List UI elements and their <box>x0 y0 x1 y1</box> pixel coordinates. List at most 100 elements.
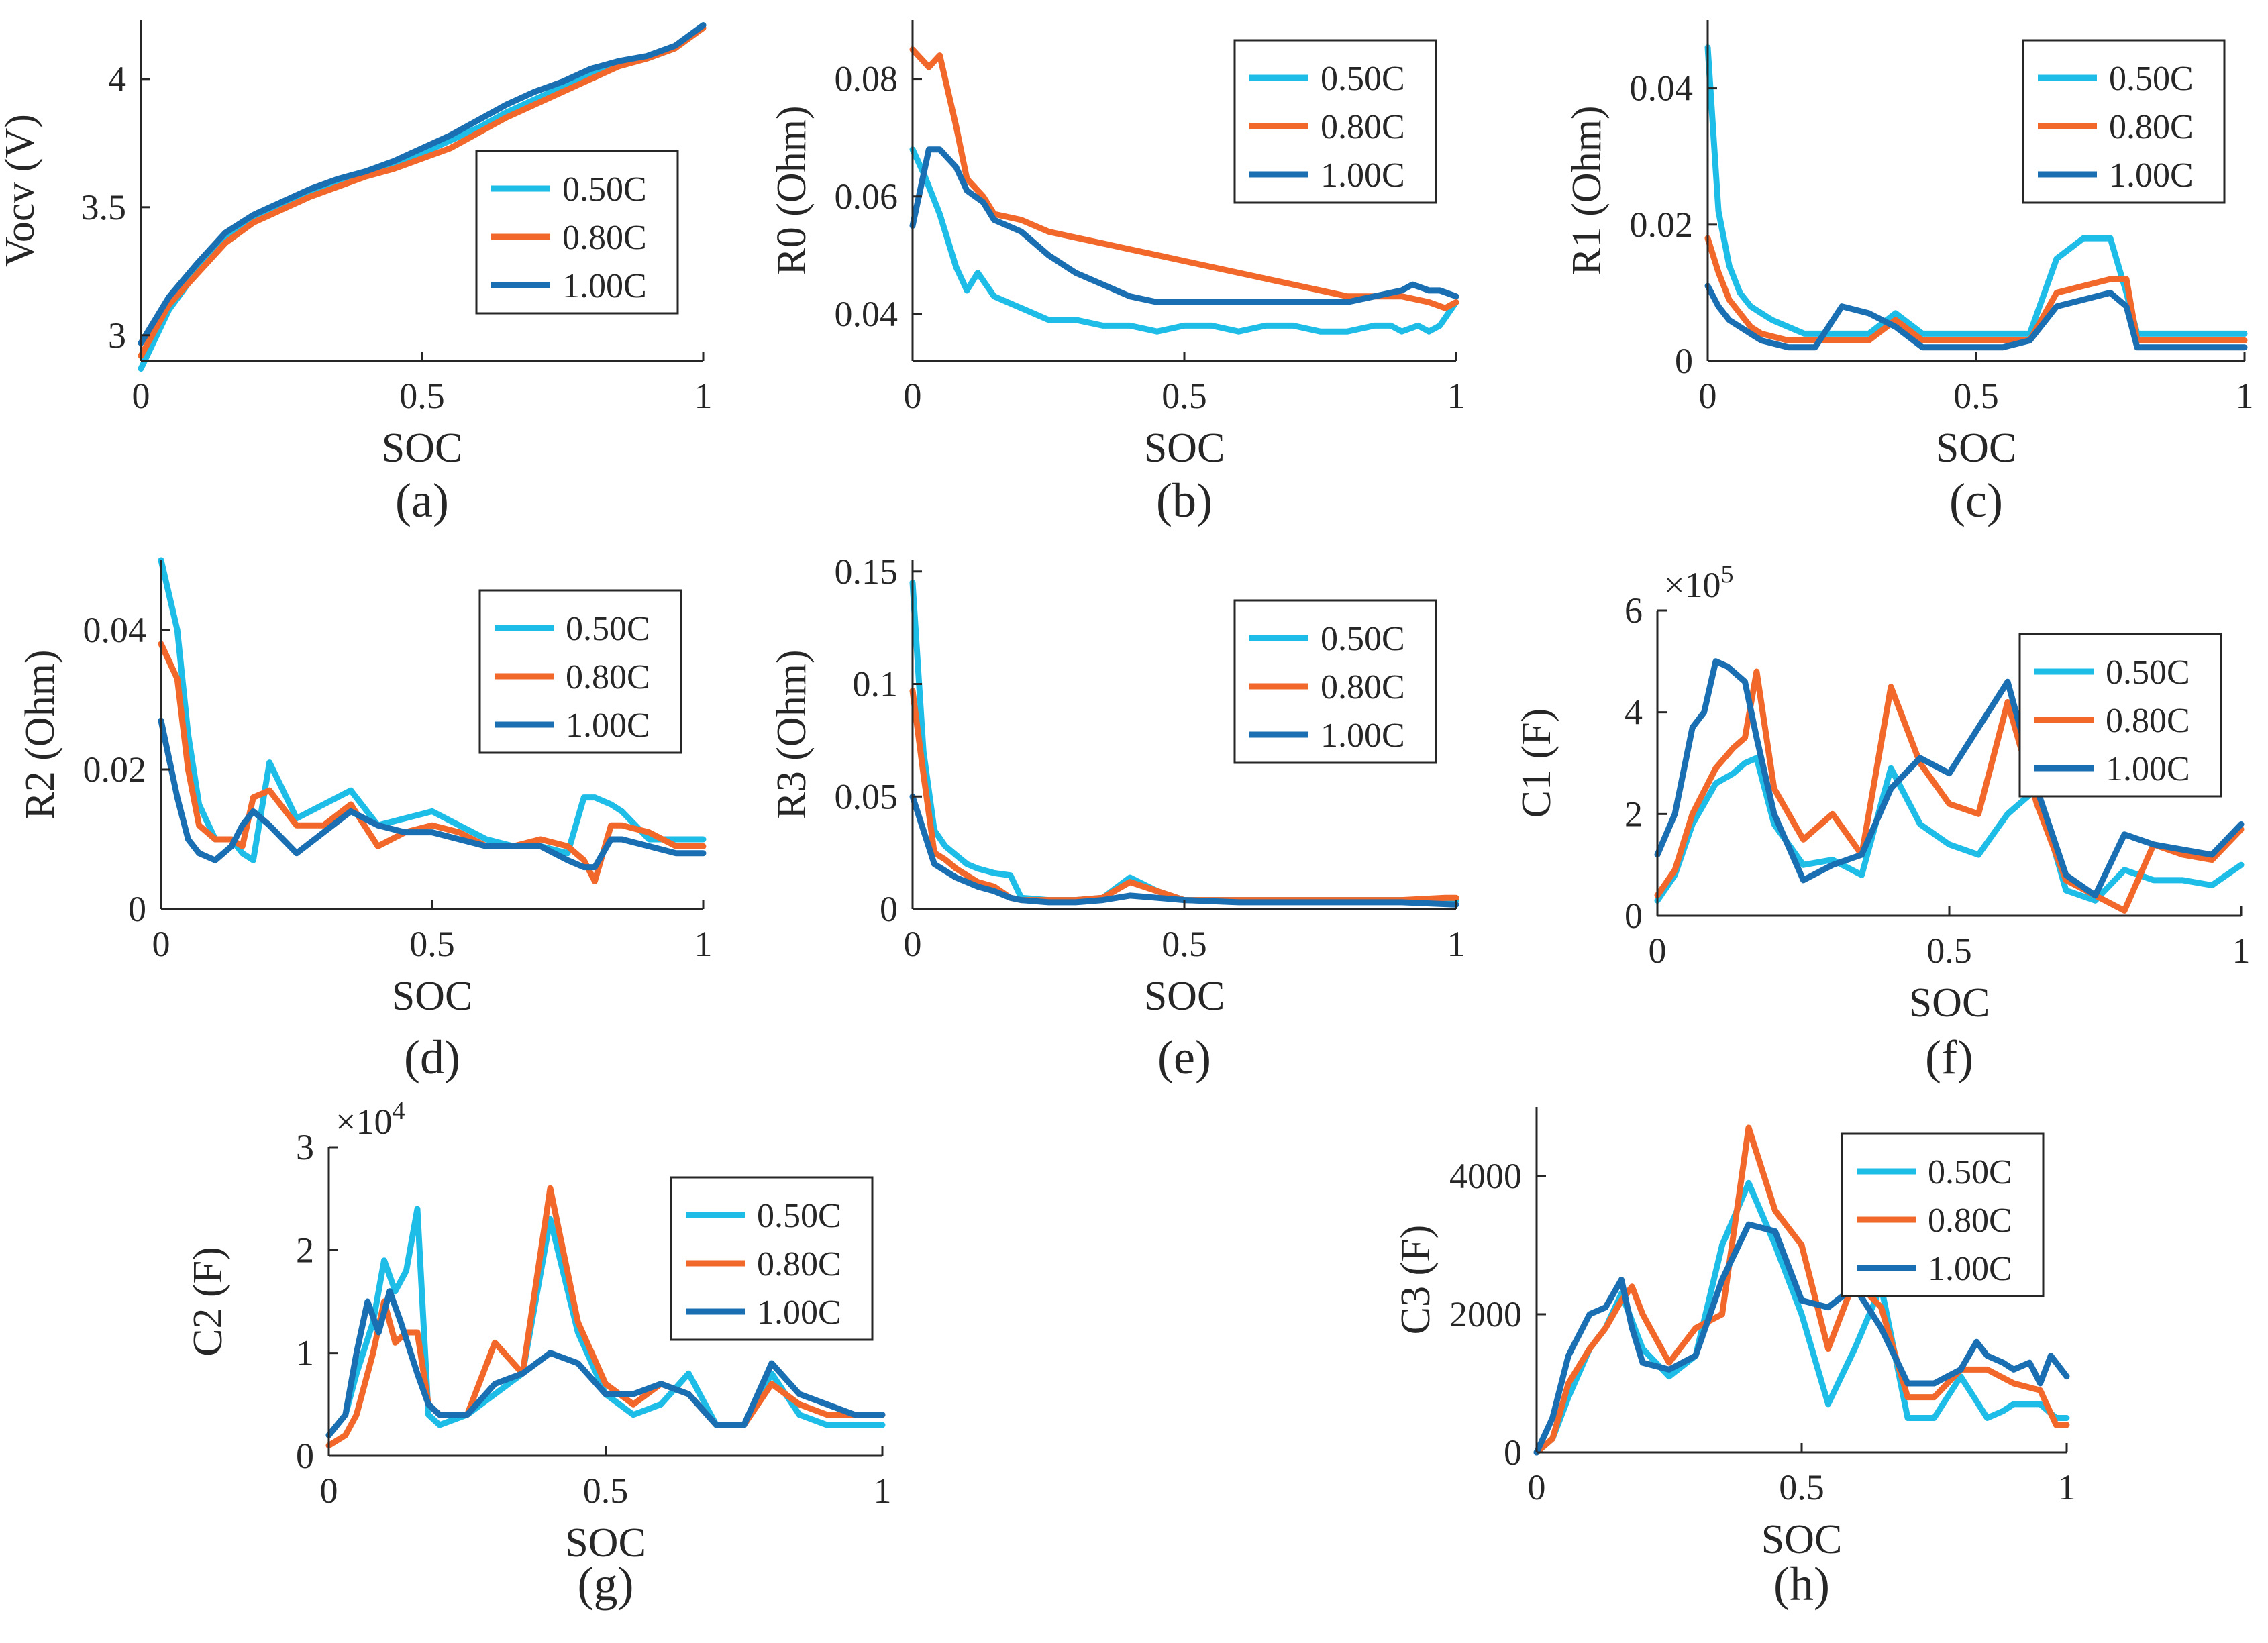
legend-label: 0.80C <box>562 219 647 257</box>
y-tick-label: 0 <box>296 1436 314 1476</box>
y-axis-label: C3 (F) <box>1393 1225 1439 1335</box>
x-tick-label: 0 <box>904 924 922 964</box>
legend-label: 0.80C <box>1321 668 1405 706</box>
x-tick-label: 1 <box>2058 1467 2076 1507</box>
series-line-080C <box>1533 1124 2070 1456</box>
x-tick-label: 0.5 <box>1779 1467 1824 1507</box>
exponent-power: 5 <box>1720 560 1733 588</box>
legend-label: 1.00C <box>1928 1250 2012 1288</box>
y-tick-label: 0 <box>1625 896 1643 936</box>
panel-label: (h) <box>1773 1557 1830 1611</box>
legend-label: 0.50C <box>1321 620 1405 658</box>
y-axis-label: R1 (Ohm) <box>1564 105 1610 275</box>
panel-e: 0 0.5 1 0 0.05 0.1 0.15 SOC R3 (Ohm) 0.50C 0.80C 1.… <box>769 551 1465 1084</box>
y-tick-label: 0.04 <box>835 294 898 334</box>
x-axis-label: SOC <box>1761 1517 1843 1562</box>
legend-label: 1.00C <box>1321 717 1405 755</box>
panel-a: 0 0.5 1 3 3.5 4 SOC Vocv (V) 0.50C 0.80C 1.00C (a) <box>0 20 713 527</box>
legend-label: 0.50C <box>566 610 650 648</box>
y-tick-label: 0.02 <box>1630 205 1694 245</box>
y-tick-label: 4 <box>1625 692 1643 733</box>
legend-label: 1.00C <box>2106 750 2190 788</box>
legend-label: 0.50C <box>1321 60 1405 98</box>
y-tick-label: 0.06 <box>835 176 898 217</box>
x-axis-label: SOC <box>1936 425 2017 471</box>
y-tick-label: 0 <box>1504 1432 1522 1473</box>
series-line-100C <box>909 146 1459 305</box>
x-tick-label: 0.5 <box>1162 924 1207 964</box>
legend-label: 0.50C <box>2106 653 2190 692</box>
y-axis-label: C1 (F) <box>1514 708 1559 818</box>
series-line-100C <box>1533 1221 2070 1456</box>
y-axis-label: C2 (F) <box>185 1247 231 1357</box>
x-tick-label: 0 <box>132 376 150 416</box>
exponent-base: ×10 <box>1664 565 1720 605</box>
x-axis-label: SOC <box>1144 973 1225 1019</box>
legend-label: 0.50C <box>562 170 647 209</box>
exponent-power: 4 <box>392 1097 405 1125</box>
y-tick-label: 0 <box>128 889 146 929</box>
x-tick-label: 1 <box>694 924 713 964</box>
y-axis-label: R0 (Ohm) <box>769 105 815 275</box>
x-tick-label: 0.5 <box>409 924 455 964</box>
legend-label: 0.80C <box>2106 702 2190 740</box>
y-tick-label: 0.02 <box>83 749 147 790</box>
series-line-080C <box>138 25 707 359</box>
x-tick-label: 0.5 <box>399 376 445 416</box>
y-tick-label: 0.08 <box>835 59 898 99</box>
y-tick-label: 4 <box>108 59 126 99</box>
panel-label: (d) <box>404 1030 460 1084</box>
panel-b: 0 0.5 1 0.04 0.06 0.08 SOC R0 (Ohm) 0.50C 0.80C 1.… <box>769 20 1465 527</box>
exponent-base: ×10 <box>336 1102 392 1142</box>
panel-c: 0 0.5 1 0 0.02 0.04 SOC R1 (Ohm) 0.50C 0.80C 1.00C… <box>1564 20 2254 527</box>
series-line-100C <box>158 717 707 871</box>
series-line-100C <box>909 793 1459 908</box>
y-axis-label: R2 (Ohm) <box>17 649 63 819</box>
x-tick-label: 0.5 <box>583 1471 629 1511</box>
panel-label: (e) <box>1157 1030 1211 1084</box>
x-tick-label: 1 <box>2236 376 2254 416</box>
x-axis-label: SOC <box>1909 980 1990 1026</box>
y-tick-label: 0.05 <box>835 776 898 816</box>
y-tick-label: 0 <box>880 889 898 929</box>
y-tick-label: 2 <box>1625 794 1643 834</box>
legend-label: 0.80C <box>1928 1202 2012 1240</box>
x-tick-label: 0 <box>320 1471 338 1511</box>
series-line-080C <box>1654 668 2245 914</box>
y-tick-label: 0.1 <box>853 664 898 704</box>
y-tick-label: 2 <box>296 1230 314 1270</box>
series-line-080C <box>1704 235 2248 343</box>
x-axis-label: SOC <box>382 425 463 471</box>
panel-h: 0 0.5 1 0 2000 4000 SOC C3 (F) 0.50C 0.80C 1.00C (h… <box>1393 1107 2076 1611</box>
series-line-100C <box>1704 282 2248 351</box>
panel-label: (f) <box>1925 1030 1973 1084</box>
panel-f: 0 0.5 1 0 2 4 6 ×105 SOC C1 (F) 0.50C 0.80C 1.00C (f) <box>1514 560 2251 1084</box>
y-axis-label: R3 (Ohm) <box>769 649 815 819</box>
series-line-100C <box>325 1288 886 1438</box>
legend-label: 1.00C <box>2109 156 2194 195</box>
x-tick-label: 1 <box>1447 376 1465 416</box>
x-axis-label: SOC <box>565 1520 646 1566</box>
x-tick-label: 0.5 <box>1926 931 1972 971</box>
x-tick-label: 1 <box>874 1471 892 1511</box>
y-tick-label: 2000 <box>1449 1294 1522 1334</box>
y-tick-label: 3 <box>296 1127 314 1167</box>
panel-d: 0 0.5 1 0 0.02 0.04 SOC R2 (Ohm) 0.50C 0.80C 1.00C… <box>17 557 713 1084</box>
x-tick-label: 0 <box>152 924 170 964</box>
axis-exponent: ×105 <box>1664 560 1733 605</box>
series-line-100C <box>1654 658 2245 899</box>
y-axis-label: Vocv (V) <box>0 114 43 267</box>
x-tick-label: 0.5 <box>1162 376 1207 416</box>
y-tick-label: 4000 <box>1449 1156 1522 1196</box>
legend-label: 1.00C <box>1321 156 1405 195</box>
legend-label: 0.50C <box>2109 60 2194 98</box>
x-tick-label: 0.5 <box>1953 376 1999 416</box>
x-axis-label: SOC <box>392 973 473 1019</box>
y-tick-label: 3.5 <box>81 187 127 227</box>
panel-label: (c) <box>1949 474 2003 527</box>
panel-label: (g) <box>578 1557 634 1611</box>
legend-label: 0.50C <box>757 1197 841 1235</box>
legend-label: 1.00C <box>757 1293 841 1332</box>
legend-label: 0.80C <box>566 658 650 696</box>
